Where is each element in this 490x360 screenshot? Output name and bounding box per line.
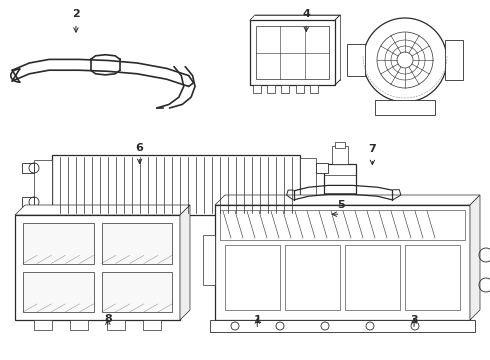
Bar (22, 197, 34, 207)
Text: 6: 6 (136, 143, 144, 153)
Bar (215, 205, 470, 320)
Bar (267, 85, 275, 93)
Bar (107, 320, 125, 330)
Bar (316, 163, 328, 173)
Bar (347, 44, 365, 76)
Bar (324, 164, 356, 206)
Polygon shape (15, 205, 190, 215)
Bar (360, 208, 370, 216)
Text: 7: 7 (368, 144, 376, 154)
Bar (345, 245, 400, 310)
Bar (445, 40, 463, 80)
Bar (210, 320, 475, 332)
Bar (70, 320, 88, 330)
Bar (220, 210, 465, 240)
Bar (203, 235, 215, 285)
Bar (310, 208, 320, 216)
Text: 1: 1 (253, 315, 261, 325)
Bar (15, 215, 180, 320)
Text: 2: 2 (72, 9, 80, 19)
Bar (256, 26, 329, 79)
Bar (295, 85, 304, 93)
Bar (23, 271, 94, 312)
Bar (316, 206, 364, 218)
Polygon shape (215, 195, 480, 205)
Bar (332, 146, 348, 164)
Bar (328, 218, 352, 228)
Text: 3: 3 (410, 315, 418, 325)
Text: 4: 4 (302, 9, 310, 19)
Bar (253, 85, 261, 93)
Bar (316, 197, 328, 207)
Text: 5: 5 (337, 200, 344, 210)
Bar (144, 320, 161, 330)
Bar (250, 20, 335, 85)
Bar (335, 142, 345, 148)
Bar (225, 245, 280, 310)
Bar (285, 245, 340, 310)
Bar (310, 85, 318, 93)
Bar (101, 223, 172, 264)
Bar (23, 223, 94, 264)
Bar (52, 155, 300, 215)
Bar (405, 245, 460, 310)
Bar (300, 158, 316, 212)
Bar (34, 320, 51, 330)
Bar (281, 85, 290, 93)
Text: 8: 8 (104, 314, 112, 324)
Bar (375, 100, 435, 115)
Bar (34, 160, 52, 210)
Polygon shape (470, 195, 480, 320)
Bar (22, 163, 34, 173)
Polygon shape (180, 205, 190, 320)
Bar (101, 271, 172, 312)
